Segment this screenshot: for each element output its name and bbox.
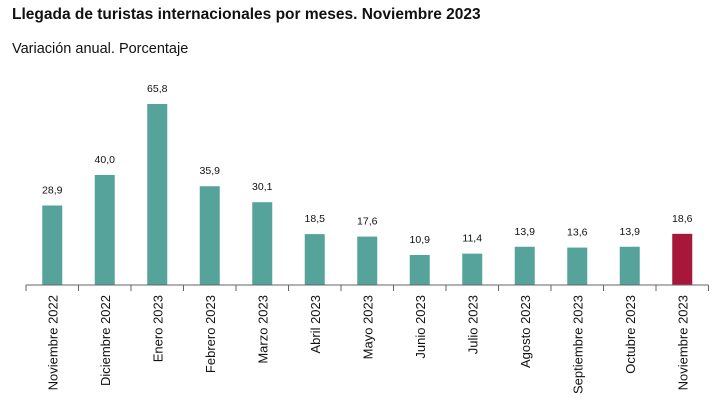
data-label-6: 18,5 xyxy=(305,213,326,225)
bar-3 xyxy=(147,104,168,285)
data-label-11: 13,6 xyxy=(567,227,588,239)
bar-5 xyxy=(252,202,273,285)
bar-7 xyxy=(357,236,378,285)
category-label-1: Noviembre 2022 xyxy=(45,295,60,390)
category-label-9: Julio 2023 xyxy=(465,295,480,354)
data-label-1: 28,9 xyxy=(42,185,63,197)
category-label-11: Septiembre 2023 xyxy=(570,295,585,394)
bar-8 xyxy=(409,255,430,285)
bar-12 xyxy=(619,246,640,285)
data-label-10: 13,9 xyxy=(515,226,536,238)
bar-1 xyxy=(42,205,63,285)
category-label-8: Junio 2023 xyxy=(413,295,428,359)
category-label-5: Marzo 2023 xyxy=(255,295,270,364)
bar-4 xyxy=(199,186,220,285)
category-label-13: Noviembre 2023 xyxy=(675,295,690,390)
data-label-4: 35,9 xyxy=(200,165,221,177)
data-label-12: 13,9 xyxy=(620,226,641,238)
category-label-6: Abril 2023 xyxy=(308,295,323,354)
data-label-2: 40,0 xyxy=(95,154,116,166)
data-label-13: 18,6 xyxy=(672,213,693,225)
category-label-4: Febrero 2023 xyxy=(203,295,218,373)
category-label-12: Octubre 2023 xyxy=(623,295,638,374)
bar-2 xyxy=(94,174,115,285)
data-label-3: 65,8 xyxy=(147,83,168,95)
category-label-10: Agosto 2023 xyxy=(518,295,533,368)
bar-11 xyxy=(567,247,588,285)
bar-13 xyxy=(672,233,693,285)
bar-10 xyxy=(514,246,535,285)
category-label-3: Enero 2023 xyxy=(150,295,165,362)
chart-subtitle: Variación anual. Porcentaje xyxy=(12,41,189,57)
data-label-8: 10,9 xyxy=(410,234,431,246)
category-label-7: Mayo 2023 xyxy=(360,295,375,359)
bar-6 xyxy=(304,234,325,285)
data-label-9: 11,4 xyxy=(462,233,482,245)
category-label-2: Diciembre 2022 xyxy=(98,295,113,386)
chart-title: Llegada de turistas internacionales por … xyxy=(12,6,481,23)
data-label-5: 30,1 xyxy=(252,181,273,193)
bar-9 xyxy=(462,253,483,285)
data-label-7: 17,6 xyxy=(357,216,378,228)
